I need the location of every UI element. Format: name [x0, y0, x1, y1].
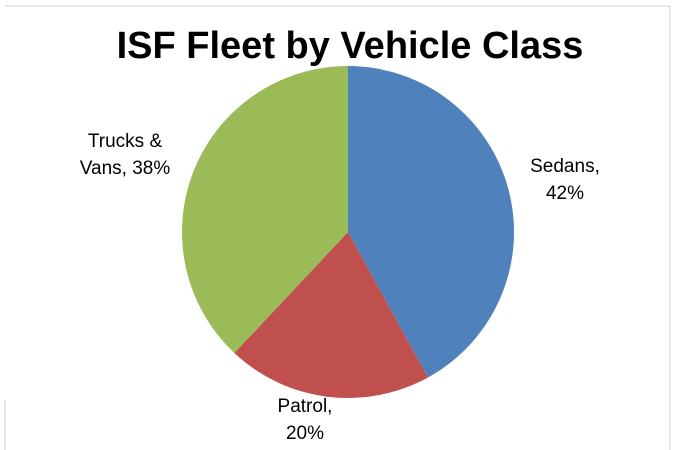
pie-slice — [348, 66, 514, 378]
pie-slice — [234, 232, 428, 398]
chart-title: ISF Fleet by Vehicle Class — [117, 25, 584, 67]
data-label: Sedans, 42% — [530, 156, 600, 204]
data-label: Trucks & Vans, 38% — [79, 131, 171, 179]
data-label: Patrol, 20% — [277, 396, 333, 444]
pie-slice — [182, 66, 348, 354]
